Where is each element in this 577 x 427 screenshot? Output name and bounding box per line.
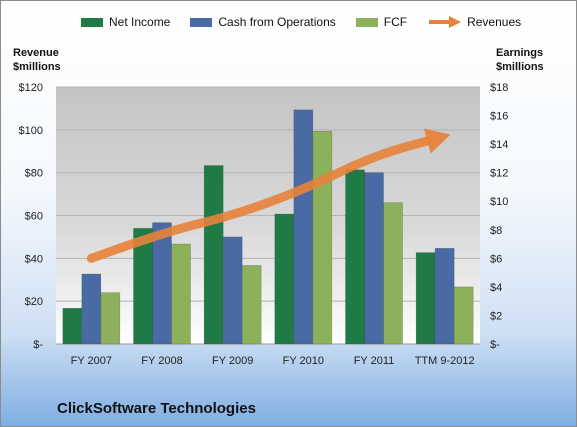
left-tick-label: $100 bbox=[19, 125, 43, 137]
bar-cash-from-operations bbox=[434, 248, 455, 345]
legend-item-net-income: Net Income bbox=[81, 15, 170, 29]
legend-arrow-icon bbox=[429, 16, 462, 28]
x-tick-label: FY 2008 bbox=[141, 355, 182, 367]
legend-swatch-fcf bbox=[355, 17, 378, 27]
bar-fcf bbox=[100, 292, 121, 345]
bar-fcf bbox=[171, 243, 191, 345]
right-tick-label: $6 bbox=[490, 253, 502, 265]
legend-item-revenues: Revenues bbox=[427, 15, 521, 29]
bar-net-income bbox=[62, 308, 83, 345]
left-tick-label: $60 bbox=[25, 211, 43, 223]
bar-fcf bbox=[241, 265, 262, 345]
right-tick-label: $8 bbox=[490, 225, 502, 237]
x-tick-label: TTM 9-2012 bbox=[415, 355, 475, 367]
legend-swatch-net-income bbox=[81, 17, 103, 27]
right-axis-title-line-2: $millions bbox=[496, 61, 544, 73]
right-tick-label: $4 bbox=[490, 282, 502, 294]
bar-net-income bbox=[274, 213, 295, 345]
right-tick-label: $- bbox=[490, 339, 500, 351]
left-tick-label: $80 bbox=[25, 168, 43, 180]
legend-label-net-income: Net Income bbox=[109, 15, 171, 29]
x-tick-label: FY 2009 bbox=[212, 355, 253, 367]
legend-label-fcf: FCF bbox=[383, 15, 408, 29]
right-tick-label: $12 bbox=[490, 168, 508, 180]
legend-label-cash-from-operations: Cash from Operations bbox=[218, 15, 336, 29]
bar-fcf bbox=[453, 286, 474, 345]
bar-net-income bbox=[203, 165, 224, 345]
right-tick-label: $2 bbox=[490, 310, 502, 322]
right-axis-title: Earnings $millions bbox=[496, 46, 544, 74]
x-tick-label: FY 2007 bbox=[71, 355, 112, 367]
legend-label-revenues: Revenues bbox=[467, 15, 522, 29]
left-tick-label: $120 bbox=[19, 82, 43, 94]
bar-fcf bbox=[383, 202, 403, 345]
legend-item-fcf: FCF bbox=[355, 15, 408, 29]
right-tick-label: $14 bbox=[490, 139, 508, 151]
legend: Net Income Cash from Operations FCF Reve… bbox=[81, 15, 541, 29]
x-tick-label: FY 2010 bbox=[283, 355, 324, 367]
left-tick-label: $- bbox=[33, 339, 43, 351]
right-tick-label: $16 bbox=[490, 111, 508, 123]
bar-cash-from-operations bbox=[364, 172, 384, 345]
legend-swatch-cash-from-operations bbox=[190, 17, 213, 27]
revenue-line bbox=[86, 136, 432, 263]
bar-net-income bbox=[345, 169, 365, 345]
right-axis-title-line-1: Earnings bbox=[496, 47, 544, 59]
left-tick-label: $40 bbox=[25, 253, 43, 265]
revenue-arrowhead bbox=[423, 128, 451, 154]
left-tick-label: $20 bbox=[25, 296, 43, 308]
bar-fcf bbox=[312, 130, 333, 345]
x-tick-label: FY 2011 bbox=[354, 355, 395, 367]
left-axis-title-line-1: Revenue bbox=[13, 47, 59, 59]
right-tick-label: $10 bbox=[490, 196, 508, 208]
bar-cash-from-operations bbox=[293, 109, 314, 345]
company-name: ClickSoftware Technologies bbox=[57, 400, 256, 417]
left-axis-title-line-2: $millions bbox=[13, 61, 61, 73]
right-tick-label: $18 bbox=[490, 82, 508, 94]
left-axis-title: Revenue $millions bbox=[13, 46, 61, 74]
bar-cash-from-operations bbox=[222, 236, 243, 345]
bar-net-income bbox=[415, 252, 436, 345]
bar-cash-from-operations bbox=[81, 273, 102, 345]
legend-item-cash-from-operations: Cash from Operations bbox=[190, 15, 336, 29]
